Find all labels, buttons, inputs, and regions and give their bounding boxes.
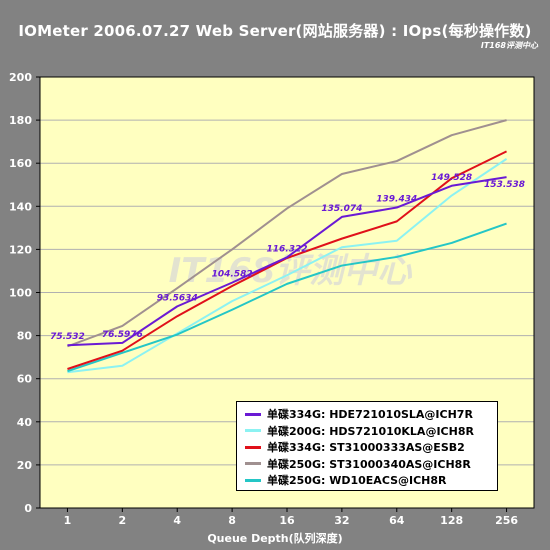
legend-item: 单碟200G: HDS721010KLA@ICH8R (245, 423, 497, 440)
legend-label: 单碟250G: ST31000340AS@ICH8R (267, 457, 471, 471)
legend-item: 单碟334G: HDE721010SLA@ICH7R (245, 406, 497, 423)
x-tick-label: 16 (279, 514, 295, 527)
x-tick-label: 4 (173, 514, 181, 527)
legend-swatch (245, 412, 261, 416)
series-line (67, 119, 507, 348)
y-tick-label: 80 (17, 330, 33, 343)
series-line (67, 222, 507, 373)
x-tick-label: 128 (440, 514, 463, 527)
y-tick-label: 60 (17, 373, 33, 386)
x-tick-label: 256 (495, 514, 518, 527)
y-tick-label: 200 (9, 71, 32, 84)
data-label: 135.074 (321, 204, 362, 214)
x-tick-label: 1 (64, 514, 72, 527)
legend-label: 单碟334G: HDE721010SLA@ICH7R (267, 408, 473, 422)
x-tick-label: 64 (389, 514, 405, 527)
y-tick-label: 180 (9, 114, 32, 127)
data-label: 104.582 (212, 270, 253, 280)
x-axis-title: Queue Depth(队列深度) (207, 532, 343, 545)
legend-label: 单碟250G: WD10EACS@ICH8R (267, 474, 447, 488)
y-tick-label: 160 (9, 157, 32, 170)
legend-item: 单碟250G: ST31000340AS@ICH8R (245, 456, 497, 473)
data-label: 76.5976 (102, 330, 143, 340)
data-label: 75.532 (50, 332, 85, 342)
data-label: 116.322 (267, 244, 308, 254)
series-line (67, 176, 507, 347)
data-label: 93.5634 (157, 293, 198, 303)
data-label: 153.538 (484, 180, 525, 190)
legend-label: 单碟334G: ST31000333AS@ESB2 (267, 441, 465, 455)
y-tick-label: 140 (9, 200, 32, 213)
y-tick-label: 0 (24, 502, 32, 515)
legend-swatch (245, 445, 261, 449)
data-label: 149.528 (431, 173, 472, 183)
data-label: 139.434 (376, 195, 417, 205)
x-tick-label: 8 (228, 514, 236, 527)
y-tick-label: 100 (9, 287, 32, 300)
legend-label: 单碟200G: HDS721010KLA@ICH8R (267, 424, 474, 438)
y-tick-label: 120 (9, 243, 32, 256)
legend-swatch (245, 462, 261, 466)
brand-logo-text: IT168评测中心 (480, 41, 538, 50)
legend-swatch (245, 429, 261, 433)
legend-swatch (245, 478, 261, 482)
legend: 单碟334G: HDE721010SLA@ICH7R 单碟200G: HDS721… (236, 401, 498, 491)
x-tick-label: 32 (334, 514, 349, 527)
chart-title: IOMeter 2006.07.27 Web Server(网站服务器) : I… (18, 22, 532, 40)
series-line (67, 158, 508, 374)
legend-item: 单碟334G: ST31000333AS@ESB2 (245, 439, 497, 456)
x-tick-label: 2 (119, 514, 127, 527)
y-tick-label: 40 (17, 416, 33, 429)
y-tick-label: 20 (17, 459, 33, 472)
legend-item: 单碟250G: WD10EACS@ICH8R (245, 472, 497, 489)
